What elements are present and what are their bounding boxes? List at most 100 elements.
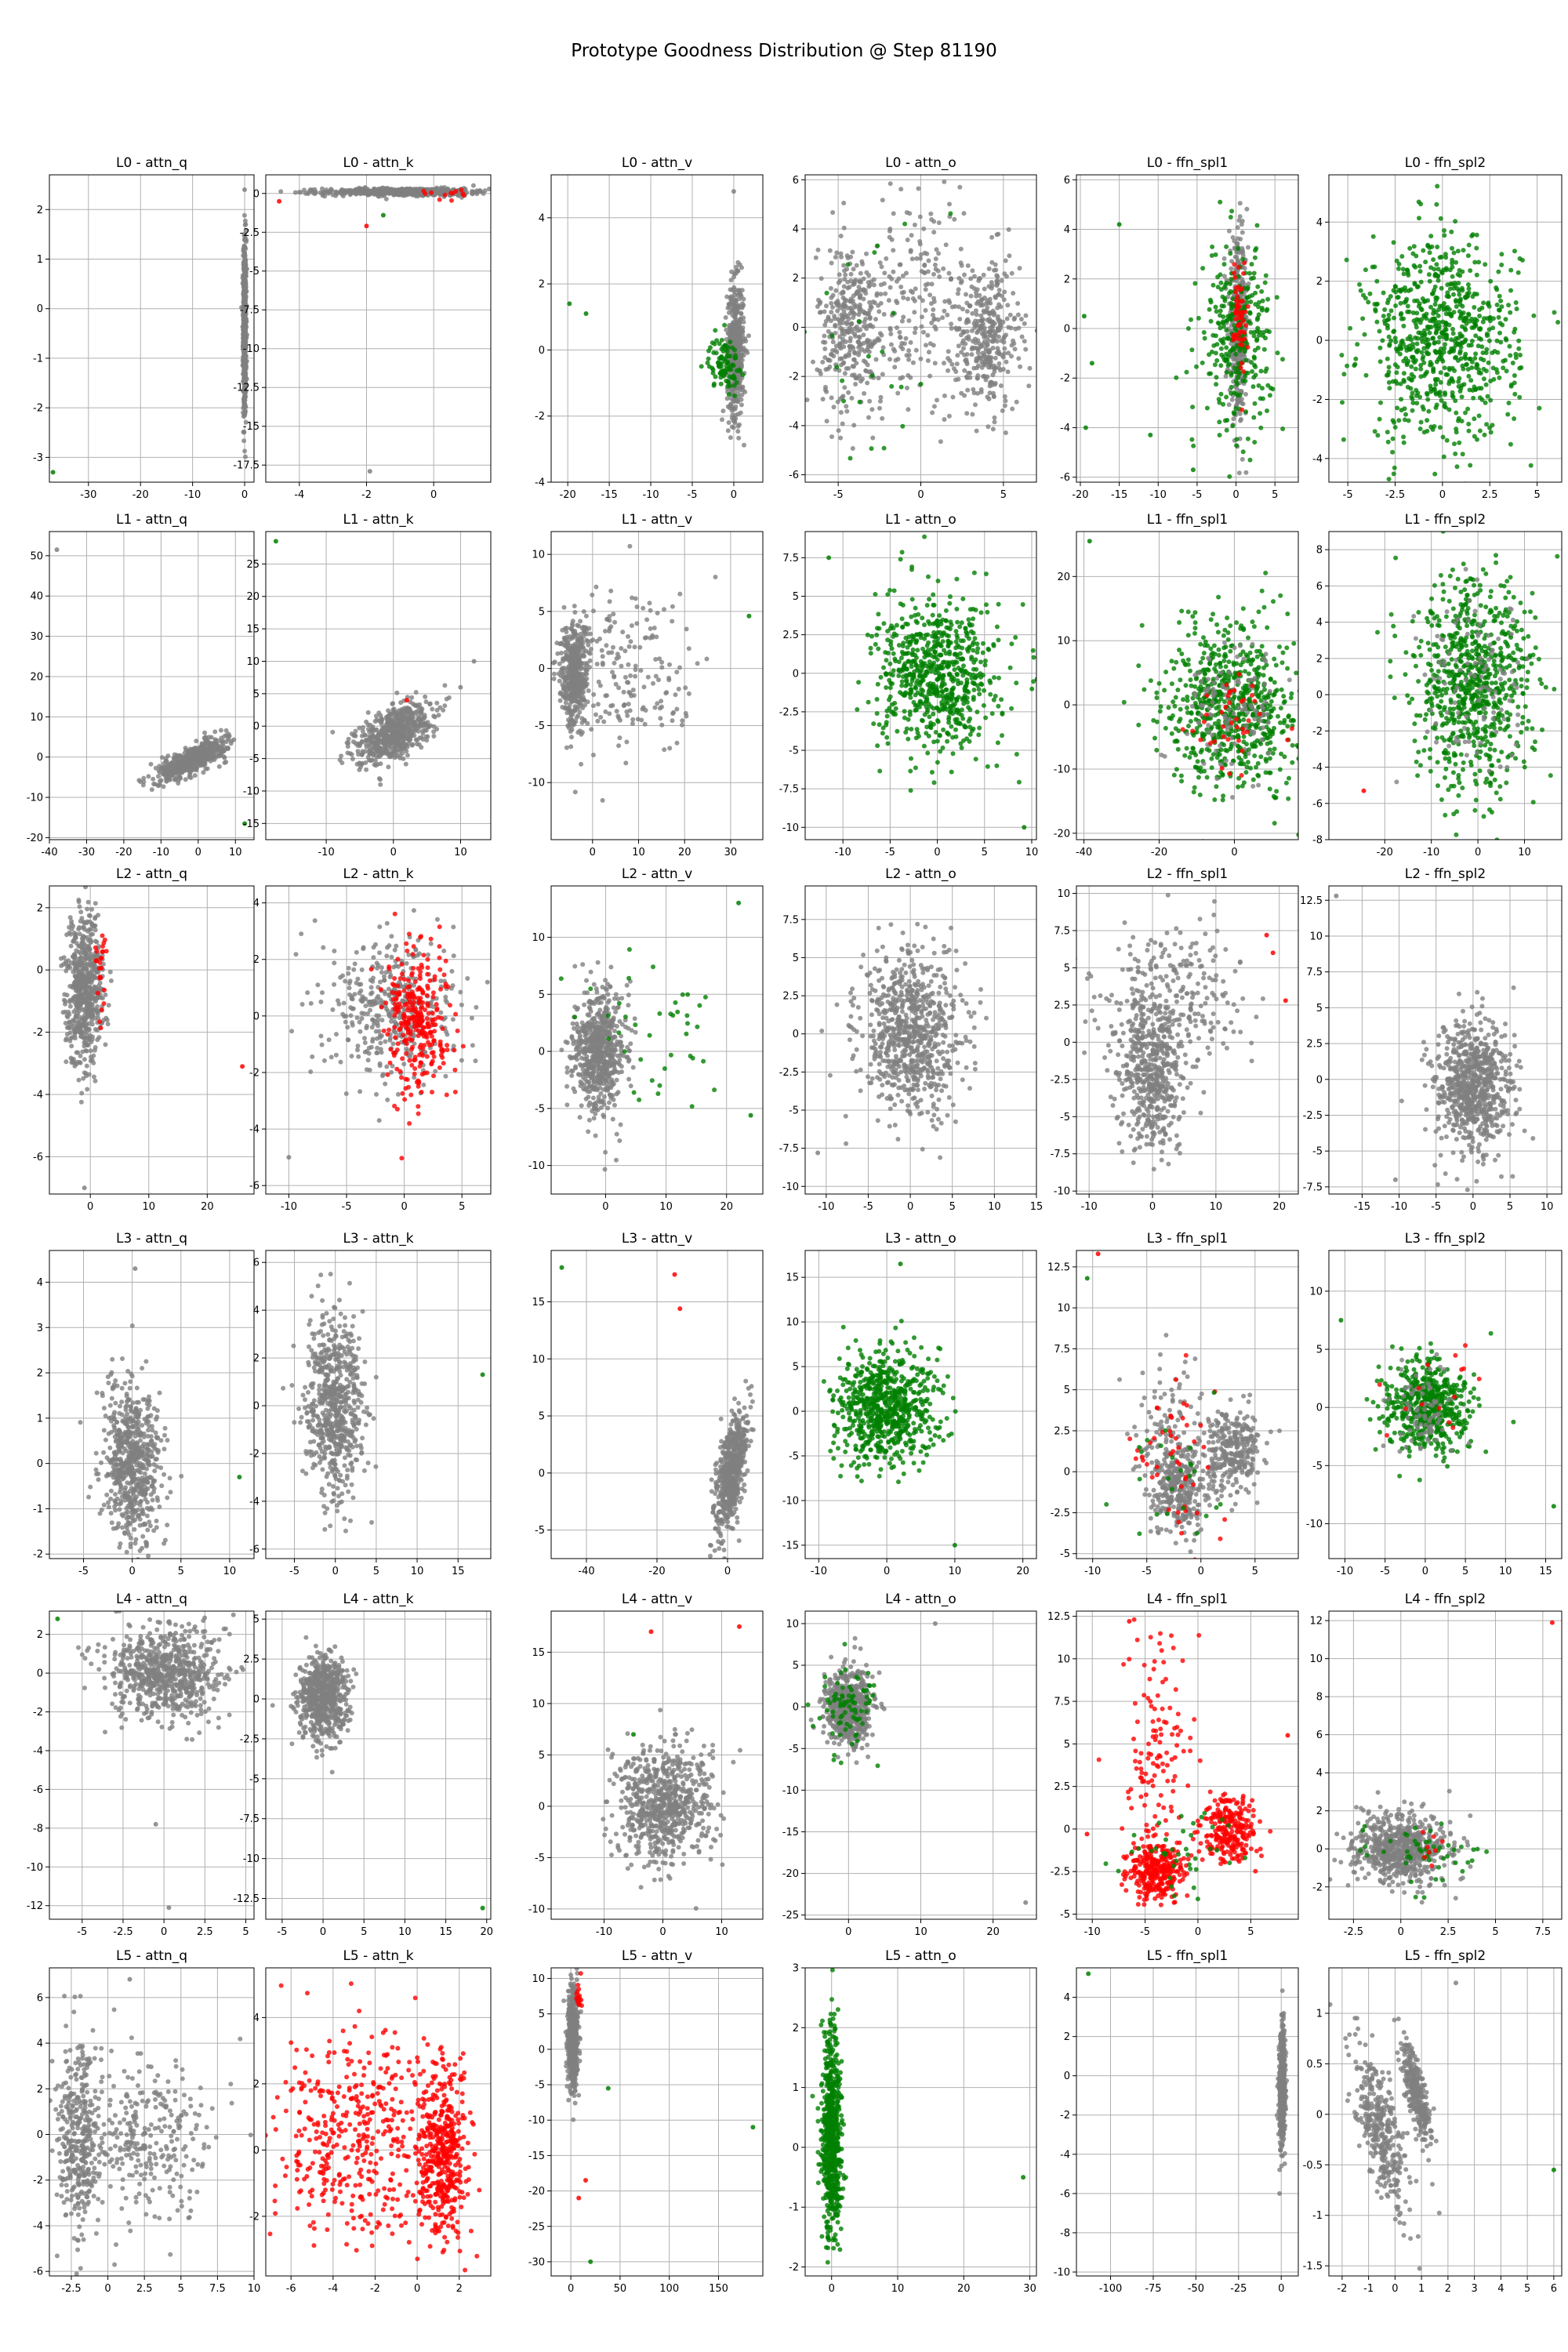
point-good [1442,401,1447,406]
point-good [1398,381,1403,387]
x-tick-label: -20 [115,847,132,858]
point-neutral [850,298,855,303]
subplot-l1-attn_q: L1 - attn_q-40 -30 -20 -10 0 10-20-1001020304… [27,512,255,858]
point-neutral [949,277,953,282]
point-good [1393,339,1399,345]
point-good [1513,355,1519,361]
point-good [1421,360,1427,365]
axes-frame [1076,174,1299,483]
point-neutral [822,333,827,339]
point-neutral [1011,291,1016,296]
x-tick-label: -5 [1343,489,1353,501]
point-neutral [241,430,247,435]
point-good [1261,347,1267,352]
point-good [1486,360,1491,365]
point-neutral [243,294,249,299]
point-neutral [157,770,162,775]
point-good [1428,234,1434,239]
point-neutral [1240,456,1245,462]
point-neutral [843,303,848,309]
point-neutral [848,310,853,316]
point-good [1340,400,1345,405]
point-good [1465,406,1471,412]
point-neutral [242,237,248,242]
x-tick-label: 0 [917,489,924,501]
point-neutral [845,256,851,261]
point-neutral [945,312,950,318]
point-neutral [243,419,249,425]
point-good [1407,245,1413,251]
point-good [1223,358,1229,364]
point-neutral [830,304,835,310]
point-good [1457,376,1462,381]
point-good [1419,350,1425,355]
point-good [1420,404,1425,409]
point-neutral [954,361,960,367]
point-neutral [813,255,818,260]
point-neutral [854,263,859,268]
point-neutral [932,262,938,267]
point-good [1218,199,1223,205]
point-neutral [862,310,868,316]
y-tick-label: -4 [535,477,545,489]
scatter-points [50,187,249,475]
point-good [1472,305,1477,310]
point-good [1386,477,1392,482]
point-good [1436,326,1442,331]
subplot-title: L0 - ffn_spl2 [1405,155,1486,171]
y-tick-label: 50 [30,550,43,562]
point-neutral [887,357,892,362]
point-neutral [839,254,844,260]
point-good [1249,262,1254,267]
point-neutral [880,345,886,350]
point-good [1245,436,1250,441]
point-neutral [908,339,913,345]
point-good [1458,340,1464,346]
point-good [1258,368,1264,374]
y-tick-label: 2 [1064,274,1070,285]
point-good [1427,250,1432,256]
point-neutral [844,408,850,414]
point-good [1475,343,1481,349]
point-neutral [987,360,993,365]
point-neutral [878,398,883,404]
point-neutral [241,350,247,356]
point-neutral [992,419,997,425]
point-neutral [243,454,248,459]
point-good [1460,452,1465,457]
point-good [1428,265,1434,270]
point-neutral [1229,397,1235,402]
point-good [1484,331,1490,336]
point-good [1256,383,1261,388]
point-good [1210,282,1216,288]
point-neutral [869,407,875,412]
point-good [1564,321,1568,325]
point-neutral [989,280,994,285]
point-neutral [1023,313,1029,318]
point-neutral [865,337,870,343]
point-neutral [970,268,975,274]
scatter-points [54,547,248,826]
point-neutral [858,279,864,285]
point-neutral [738,317,743,322]
point-good [1463,327,1468,332]
point-neutral [898,262,903,267]
point-neutral [873,317,878,322]
point-good [1507,343,1512,349]
point-good [1362,332,1367,337]
point-neutral [931,404,937,409]
point-neutral [855,289,860,294]
point-neutral [1004,332,1009,338]
point-neutral [851,345,856,350]
point-neutral [863,368,869,374]
x-tick-label: -40 [41,847,57,858]
point-good [1508,267,1514,273]
point-good [1250,368,1255,374]
point-neutral [870,299,876,304]
point-neutral [470,183,476,188]
point-good [1401,371,1406,376]
point-neutral [964,292,968,297]
point-good [1228,315,1232,321]
point-neutral [959,263,964,268]
point-neutral [828,318,833,324]
